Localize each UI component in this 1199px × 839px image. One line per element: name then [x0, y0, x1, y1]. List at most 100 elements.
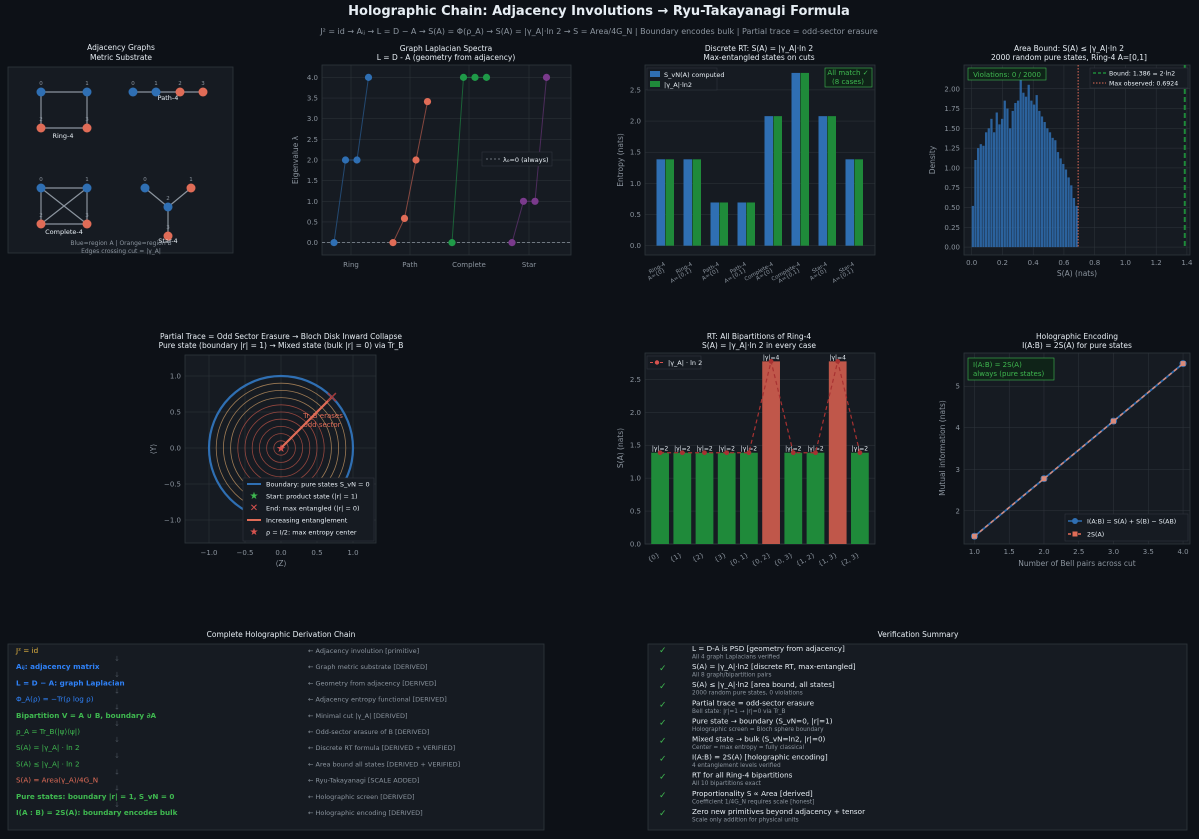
- enc-xtick-2: 2.0: [1038, 548, 1049, 556]
- bip-bar-5: [762, 361, 780, 544]
- bip-title: RT: All Bipartitions of Ring-4: [707, 332, 811, 341]
- graph-3-node-label-3: 3: [166, 225, 170, 231]
- spectra-ytick-3: 1.5: [307, 177, 318, 185]
- bip-rt-point-2: [702, 450, 707, 456]
- verify-item-1: S(A) = |γ_A|·ln2 [discrete RT, max-entan…: [692, 662, 856, 671]
- rt-bar-0-2: [710, 202, 719, 246]
- spectra-ytick-4: 2.0: [307, 157, 318, 165]
- bip-ytick-3: 1.5: [630, 442, 641, 450]
- area-title: Area Bound: S(A) ≤ |γ_A|·ln 2: [1014, 44, 1124, 53]
- rt-bar-0-3: [737, 202, 746, 246]
- bip-bar-3: [717, 452, 736, 544]
- verify-check-icon-2: ✓: [659, 682, 667, 692]
- area-xtick-0: 0.0: [966, 259, 977, 267]
- area-hist-bar-31: [1054, 140, 1057, 248]
- area-legend-box: [1089, 67, 1189, 89]
- verify-item-4: Pure state → boundary (S_vN=0, |r|=1): [692, 716, 833, 725]
- enc-ytick-0: 2: [956, 507, 960, 515]
- area-hist-bar-8: [992, 132, 996, 248]
- area-hist-bar-19: [1022, 92, 1025, 248]
- bip-rt-point-7: [813, 450, 818, 456]
- spectra-xtick-3: Star: [522, 261, 536, 269]
- graph-1-node-label-3: 3: [201, 81, 205, 87]
- bloch-ytick-0: −1.0: [164, 517, 181, 525]
- verify-check-icon-0: ✓: [659, 646, 667, 656]
- area-ytick-2: 0.50: [944, 204, 960, 212]
- figure-subtitle: J² = id → Aᵢⱼ → L = D − A → S(A) = Φ(ρ_A…: [319, 27, 878, 36]
- chain-step-10: I(A : B) = 2S(A): boundary encodes bulk: [16, 808, 178, 817]
- rt-title: Discrete RT: S(A) = |γ_A|·ln 2: [705, 44, 813, 53]
- chain-step-9: Pure states: boundary |r| = 1, S_vN = 0: [16, 792, 174, 802]
- rt-bar-1-0: [665, 159, 674, 246]
- bip-xtick-7: {1, 2}: [795, 551, 817, 568]
- bip-rt-line: [660, 361, 861, 454]
- chain-arrow-3: ↓: [114, 704, 120, 712]
- graph-2-node-2: [36, 219, 46, 229]
- rt-bar-0-4: [764, 116, 773, 246]
- graph-2-node-1: [82, 183, 92, 193]
- area-subtitle: 2000 random pure states, Ring-4 A=[0,1]: [991, 53, 1147, 62]
- graph-2-node-label-0: 0: [39, 177, 43, 183]
- verify-check-icon-6: ✓: [659, 755, 667, 765]
- area-legend-max: Max observed: 0.6924: [1109, 81, 1178, 88]
- graph-0-node-2: [36, 123, 46, 133]
- verify-item-2: S(A) ≤ |γ_A|·ln2 [area bound, all states…: [692, 680, 835, 689]
- area-violations-box: [967, 67, 1047, 81]
- chain-step-1: Aᵢⱼ: adjacency matrix: [16, 662, 100, 671]
- bip-ytick-5: 2.5: [630, 376, 641, 384]
- enc-legend-2s: 2S(A): [1087, 532, 1104, 539]
- bip-bar-label-3: |γ|=2: [718, 446, 735, 453]
- rt-legend-swatch-computed: [650, 71, 660, 77]
- bip-xtick-0: {0}: [646, 551, 661, 564]
- chain-note-8: ← Ryu-Takayanagi [SCALE ADDED]: [308, 777, 419, 785]
- graph-3-node-3: [163, 231, 173, 241]
- bip-bar-label-6: |γ|=2: [785, 446, 802, 453]
- area-hist-bar-20: [1024, 96, 1028, 248]
- spectra-legend-box: [481, 151, 553, 167]
- verify-note-3: Bell state: |r|=1 → |r|=0 via Tr_B: [692, 709, 786, 715]
- area-hist-bar-13: [1006, 108, 1009, 248]
- panel-verification: Verification Summary ✓ L = D-A is PSD [ge…: [647, 630, 1188, 831]
- spectra-series-line-2: [451, 76, 487, 243]
- spectra-point-2-1: [459, 73, 468, 81]
- enc-annotation-1: I(A:B) = 2S(A): [973, 361, 1022, 369]
- bloch-legend-box: [242, 477, 375, 542]
- bloch-entangle-ring-7: [266, 433, 296, 463]
- bip-ytick-4: 2.0: [630, 409, 641, 417]
- area-hist-bar-12: [1003, 100, 1006, 248]
- label-star4: Star-4: [158, 237, 177, 245]
- area-ytick-3: 0.75: [944, 184, 960, 192]
- rt-ytick-0: 0.0: [630, 242, 641, 250]
- graph-1-node-label-1: 1: [154, 81, 158, 87]
- rt-bar-0-5: [791, 72, 800, 246]
- chain-arrow-1: ↓: [114, 671, 120, 679]
- bip-rt-point-0: [657, 450, 663, 456]
- area-ylabel: Density: [928, 145, 937, 174]
- bloch-center-star: ★: [276, 442, 286, 455]
- graph-0-node-label-0: 0: [39, 81, 43, 87]
- bloch-xtick-2: 0.0: [275, 549, 286, 557]
- graph-1-node-1: [151, 87, 161, 97]
- spectra-ytick-8: 4.0: [307, 74, 318, 82]
- rt-ytick-4: 2.0: [630, 118, 641, 126]
- bloch-entangle-ring-8: [273, 440, 289, 456]
- rt-bar-0-7: [845, 159, 854, 246]
- area-violations: Violations: 0 / 2000: [973, 71, 1041, 79]
- chain-note-3: ← Adjacency entropy functional [DERIVED]: [308, 696, 447, 704]
- spectra-title: Graph Laplacian Spectra: [400, 44, 492, 53]
- graph-3-edge-0: [144, 187, 169, 208]
- bloch-xtick-1: −0.5: [237, 549, 254, 557]
- bip-bar-label-1: |γ|=2: [674, 446, 691, 453]
- spectra-series-line-3: [511, 77, 547, 243]
- area-hist-bar-1: [974, 160, 977, 248]
- spectra-ytick-5: 2.5: [307, 136, 318, 144]
- bip-legend-marker: [654, 360, 660, 365]
- chain-arrow-2: ↓: [114, 687, 120, 695]
- area-hist-bar-25: [1038, 110, 1041, 248]
- area-ytick-0: 0.00: [944, 244, 960, 252]
- spectra-ytick-1: 0.5: [307, 218, 318, 226]
- verify-note-0: All 4 graph Laplacians verified: [692, 655, 780, 661]
- bloch-xtick-0: −1.0: [201, 549, 218, 557]
- graph-0-node-1: [82, 87, 92, 97]
- bloch-legend-end-icon: ✕: [250, 503, 258, 514]
